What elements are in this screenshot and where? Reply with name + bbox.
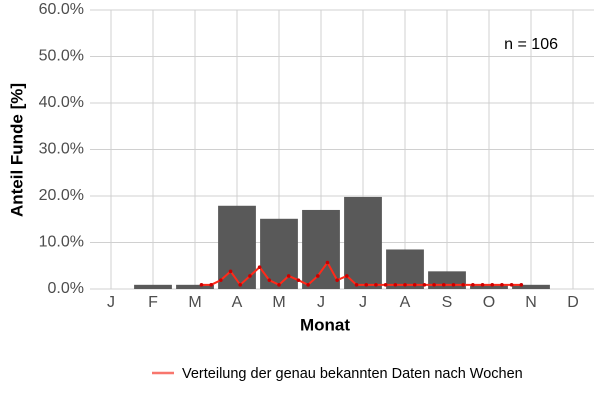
weekly-point: [199, 283, 204, 287]
y-tick-label: 50.0%: [39, 48, 84, 65]
weekly-point: [403, 283, 407, 287]
x-tick-label: A: [232, 294, 243, 311]
weekly-point: [519, 283, 524, 287]
bar: [470, 284, 508, 289]
weekly-point: [412, 283, 417, 287]
x-tick-label: D: [567, 294, 579, 311]
y-tick-label: 10.0%: [39, 234, 84, 251]
x-tick-label: J: [317, 294, 325, 311]
y-tick-label: 30.0%: [39, 141, 84, 158]
weekly-point: [509, 283, 514, 287]
legend-label: Verteilung der genau bekannten Daten nac…: [182, 366, 523, 382]
x-tick-label: N: [525, 294, 537, 311]
weekly-point: [257, 265, 262, 269]
weekly-point: [383, 283, 388, 287]
x-tick-label: M: [188, 294, 201, 311]
weekly-point: [315, 274, 320, 278]
weekly-point: [364, 283, 369, 287]
weekly-point: [228, 269, 233, 274]
weekly-point: [277, 283, 281, 287]
weekly-point: [500, 283, 504, 287]
y-tick-label: 40.0%: [39, 94, 84, 111]
weekly-point: [354, 283, 359, 287]
y-tick-label: 20.0%: [39, 187, 84, 204]
y-tick-label: 60.0%: [39, 1, 84, 18]
y-axis-label: Anteil Funde [%]: [7, 83, 26, 217]
bar: [512, 284, 550, 289]
x-tick-label: J: [107, 294, 115, 311]
x-tick-label: F: [148, 294, 158, 311]
weekly-point: [441, 283, 446, 287]
weekly-point: [286, 274, 291, 278]
weekly-point: [471, 283, 475, 287]
x-tick-label: A: [400, 294, 411, 311]
weekly-point: [209, 283, 213, 287]
bar: [176, 284, 214, 289]
weekly-point: [325, 260, 330, 265]
weekly-point: [267, 278, 272, 282]
x-tick-label: J: [359, 294, 367, 311]
bar: [302, 209, 340, 289]
weekly-point: [306, 283, 310, 287]
x-tick-label: O: [483, 294, 495, 311]
weekly-line: [201, 260, 522, 287]
weekly-point: [461, 283, 465, 287]
x-tick-label: M: [272, 294, 285, 311]
weekly-point: [451, 283, 456, 287]
bar: [134, 284, 172, 289]
weekly-point: [335, 278, 339, 282]
weekly-point: [296, 278, 301, 282]
bar: [344, 196, 382, 289]
weekly-point: [422, 283, 427, 287]
weekly-point: [432, 283, 436, 287]
weekly-point: [490, 283, 495, 287]
x-axis-label: Monat: [300, 315, 350, 334]
weekly-point: [238, 283, 243, 287]
weekly-point: [480, 283, 485, 287]
weekly-point: [393, 283, 398, 287]
weekly-point: [374, 283, 378, 287]
weekly-point: [248, 274, 252, 278]
weekly-point: [345, 274, 349, 278]
bar: [386, 249, 424, 289]
x-tick-label: S: [442, 294, 453, 311]
weekly-point: [219, 278, 223, 282]
y-tick-label: 0.0%: [48, 280, 84, 297]
